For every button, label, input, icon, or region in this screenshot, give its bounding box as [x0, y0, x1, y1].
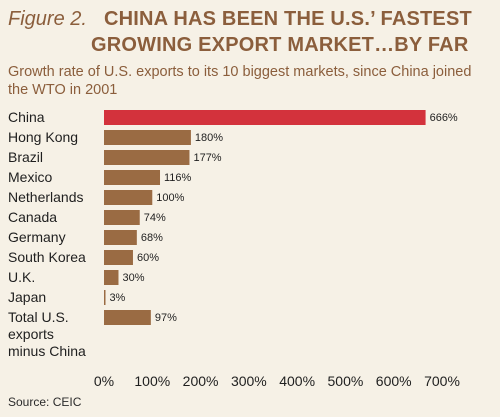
value-label: 177%: [193, 152, 221, 164]
category-label: Canada: [8, 209, 57, 225]
x-tick-label: 100%: [134, 373, 170, 389]
x-tick-label: 700%: [424, 373, 460, 389]
bar-4: [104, 190, 153, 205]
value-label: 30%: [122, 272, 144, 284]
category-label: Germany: [8, 229, 66, 245]
x-tick-label: 200%: [183, 373, 219, 389]
category-label: exports: [8, 326, 54, 342]
category-label: Mexico: [8, 169, 53, 185]
source-note: Source: CEIC: [8, 395, 82, 409]
bar-3: [104, 170, 161, 185]
bar-5: [104, 210, 140, 225]
x-tick-label: 600%: [376, 373, 412, 389]
value-label: 666%: [430, 112, 458, 124]
category-label: Total U.S.: [8, 309, 69, 325]
category-label: U.K.: [8, 269, 35, 285]
bar-9: [104, 290, 106, 305]
x-tick-label: 400%: [279, 373, 315, 389]
value-label: 100%: [156, 192, 184, 204]
category-label: South Korea: [8, 249, 86, 265]
category-label: Japan: [8, 289, 46, 305]
category-label: Hong Kong: [8, 129, 78, 145]
category-label: China: [8, 109, 45, 125]
category-label: minus China: [8, 343, 86, 359]
bar-1: [104, 130, 191, 145]
chart-subtitle: Growth rate of U.S. exports to its 10 bi…: [8, 64, 472, 98]
chart-title-line-2: GROWING EXPORT MARKET…BY FAR: [91, 34, 469, 56]
value-label: 60%: [137, 252, 159, 264]
bar-8: [104, 270, 119, 285]
category-label: Netherlands: [8, 189, 84, 205]
category-label: Brazil: [8, 149, 43, 165]
bar-7: [104, 250, 133, 265]
bar-0: [104, 110, 426, 125]
value-label: 68%: [141, 232, 163, 244]
figure-label: Figure 2.: [8, 8, 87, 30]
chart-title-line-1: CHINA HAS BEEN THE U.S.’ FASTEST: [104, 8, 472, 30]
x-tick-label: 500%: [328, 373, 364, 389]
value-label: 116%: [164, 172, 192, 184]
value-label: 180%: [195, 132, 223, 144]
bar-2: [104, 150, 190, 165]
bar-6: [104, 230, 137, 245]
x-tick-label: 0%: [94, 373, 114, 389]
bar-10: [104, 310, 151, 325]
x-tick-label: 300%: [231, 373, 267, 389]
value-label: 74%: [144, 212, 166, 224]
value-label: 3%: [109, 292, 125, 304]
value-label: 97%: [155, 312, 177, 324]
